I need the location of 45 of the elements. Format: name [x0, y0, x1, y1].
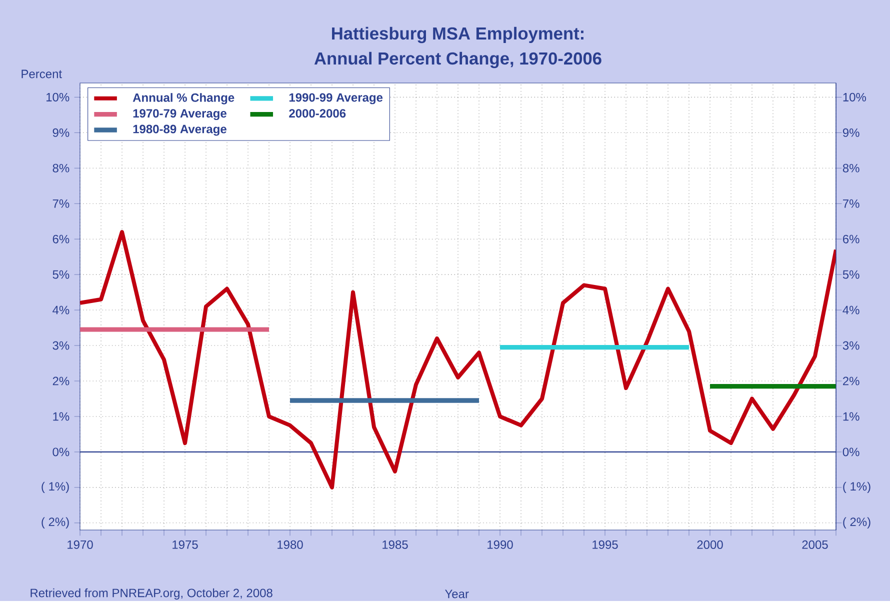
y2-tick-label: 9%	[842, 128, 860, 137]
y2-tick-label: 8%	[842, 164, 860, 172]
y2-tick-label: ( 2%)	[843, 517, 870, 528]
y-axis-title: Percent	[22, 70, 62, 78]
y2-tick-label: 0%	[842, 448, 860, 456]
text: Retrieved from PNREAP.org, October 2, 2008	[30, 588, 272, 600]
y2-tick-label: 10%	[843, 92, 866, 102]
x-tick-label: 2005	[802, 540, 828, 549]
y-tick-label: 3%	[52, 341, 70, 350]
y-tick-label: 8%	[52, 164, 70, 172]
legend-label: 2000-2006	[289, 109, 346, 118]
y2-tick-label: ( 1%)	[843, 482, 870, 493]
y2-tick-label: 6%	[843, 234, 860, 244]
x-tick-label: 1975	[172, 540, 198, 549]
y-tick-label: ( 1%)	[42, 482, 69, 493]
y-tick-label: 10%	[46, 92, 70, 102]
y-tick-label: 6%	[52, 234, 70, 244]
y2-tick-label: 3%	[842, 341, 860, 350]
legend-label: 1990-99 Average	[289, 93, 383, 104]
x-tick-label: 1990	[488, 540, 513, 549]
x-tick-label: 1980	[278, 540, 303, 549]
y-tick-label: 9%	[52, 128, 70, 137]
y-tick-label: 4%	[52, 306, 70, 314]
x-tick-label: 1995	[592, 540, 618, 549]
legend-label: Annual % Change	[132, 93, 234, 104]
line-series	[80, 230, 836, 490]
x-tick-label: 2000	[697, 540, 723, 549]
y2-tick-label: 7%	[843, 199, 860, 208]
y-tick-label: ( 2%)	[42, 517, 69, 528]
y-tick-label: 1%	[53, 412, 70, 421]
x-tick-label: 1970	[68, 540, 93, 549]
y2-tick-label: 4%	[842, 306, 860, 314]
legend-label: 1980-89 Average	[133, 124, 226, 136]
y-tick-label: 7%	[52, 199, 70, 208]
legend-label: 1970-79 Average	[133, 109, 226, 120]
chart-subtitle: Annual Percent Change, 1970-2006	[314, 52, 602, 68]
y-tick-label: 2%	[52, 376, 70, 386]
y2-tick-label: 5%	[842, 270, 860, 279]
x-tick-label: 1985	[382, 540, 408, 549]
x-axis-title: Year	[444, 590, 469, 598]
y2-tick-label: 1%	[843, 412, 860, 421]
y2-tick-label: 2%	[843, 376, 860, 386]
y-tick-label: 5%	[52, 270, 70, 279]
chart-title: Hattiesburg MSA Employment:	[332, 26, 584, 44]
y-tick-label: 0%	[52, 448, 70, 456]
